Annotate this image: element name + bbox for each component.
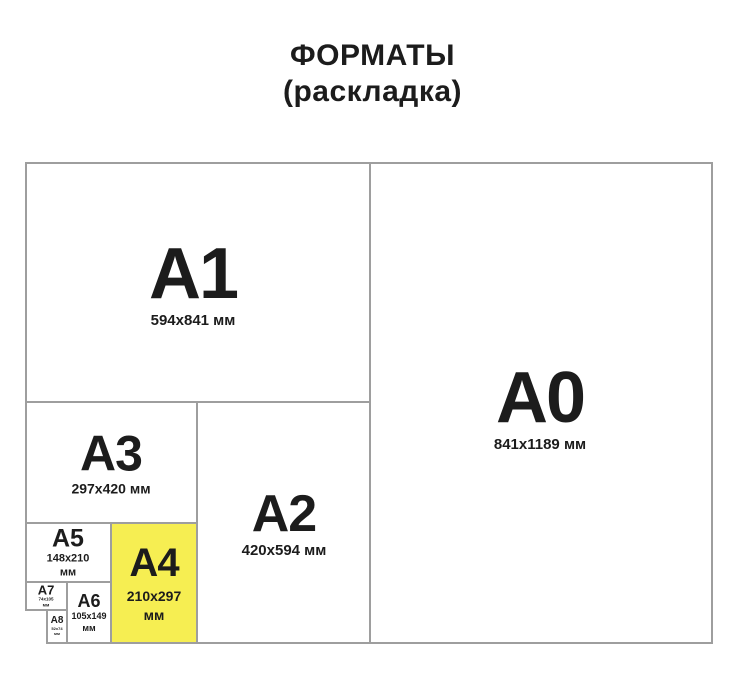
format-code-a8: A8 <box>50 614 64 626</box>
format-dims-a6: 105x149 мм <box>71 611 106 634</box>
format-code-a4: A4 <box>129 541 179 586</box>
outer-border-bottom <box>46 642 713 644</box>
format-dims-a7: 74x105 мм <box>38 597 55 609</box>
format-dims-a5-line2: мм <box>59 566 77 578</box>
format-dims-a4-line1: 210x297 <box>126 588 182 605</box>
format-code-a6: A6 <box>77 590 101 611</box>
format-dims-a4-line2: мм <box>143 607 165 623</box>
format-dims-a8: 52x74 мм <box>51 626 64 636</box>
format-dims-a2: 420x594 мм <box>241 542 327 559</box>
format-dims-a5-line1: 148x210 <box>46 552 90 565</box>
outer-border-right <box>711 162 713 644</box>
divider-a1-bottom <box>25 401 371 403</box>
format-code-a1: A1 <box>148 234 239 314</box>
format-code-a5: A5 <box>52 524 84 553</box>
divider-a6-left <box>66 581 68 644</box>
format-dims-a0: 841x1189 мм <box>493 436 587 453</box>
format-region-a3: A3 297x420 мм <box>71 429 150 498</box>
outer-border-left <box>25 162 27 611</box>
format-region-a7: A7 74x105 мм <box>38 584 55 609</box>
format-region-a8: A8 52x74 мм <box>50 614 64 636</box>
divider-a5-bottom <box>25 581 112 583</box>
format-code-a7: A7 <box>37 582 55 598</box>
format-code-a2: A2 <box>251 485 317 543</box>
format-region-a6: A6 105x149 мм <box>71 592 106 634</box>
format-dims-a1: 594x841 мм <box>150 312 236 329</box>
format-dims-a6-line2: мм <box>82 622 96 633</box>
a4-highlight <box>112 524 196 642</box>
format-region-a5: A5 148x210 мм <box>47 526 90 580</box>
diagram-title: ФОРМАТЫ (раскладка) <box>0 38 745 110</box>
format-dims-a6-line1: 105x149 <box>71 610 107 621</box>
format-dims-a3: 297x420 мм <box>71 480 151 497</box>
format-region-a0: A0 841x1189 мм <box>494 362 586 454</box>
format-dims-a4: 210x297 мм <box>127 587 182 625</box>
divider-a8-left <box>46 609 48 644</box>
format-code-a0: A0 <box>495 358 586 438</box>
format-dims-a7-line2: мм <box>42 602 50 608</box>
diagram-title-line1: ФОРМАТЫ <box>290 39 455 72</box>
format-region-a4: A4 210x297 мм <box>127 543 182 625</box>
format-dims-a7-line1: 74x105 <box>38 596 54 602</box>
format-dims-a8-line2: мм <box>54 631 60 636</box>
format-region-a2: A2 420x594 мм <box>242 488 327 560</box>
format-dims-a5: 148x210 мм <box>47 552 90 580</box>
divider-a0-left <box>369 162 371 644</box>
diagram-title-line2: (раскладка) <box>282 75 463 108</box>
format-region-a1: A1 594x841 мм <box>148 234 239 330</box>
format-dims-a8-line1: 52x74 <box>51 625 63 631</box>
format-code-a3: A3 <box>80 425 143 482</box>
divider-a4-left <box>110 522 112 644</box>
